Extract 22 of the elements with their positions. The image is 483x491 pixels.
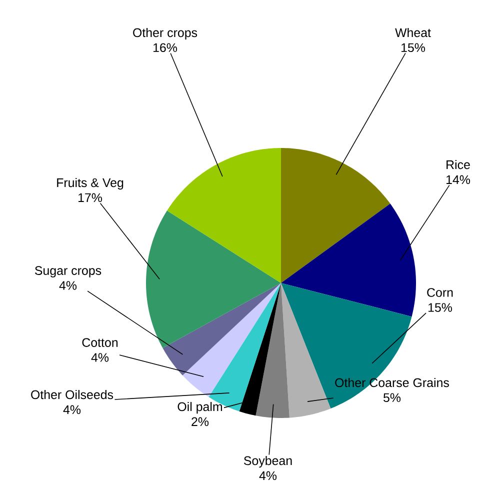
slice-label: Other Oilseeds (31, 390, 114, 400)
slice-label: Other Coarse Grains (335, 378, 449, 388)
data-label: 2% (192, 417, 209, 426)
slice-label: Rice (446, 160, 470, 170)
data-label: 4% (59, 281, 77, 290)
slice-label: Cotton (82, 338, 118, 347)
data-label: 15% (401, 43, 426, 52)
slice-label: Fruits & Veg (57, 178, 124, 190)
data-label: 5% (384, 393, 401, 402)
data-label: 17% (78, 193, 102, 202)
data-label: 4% (63, 405, 81, 414)
slice-label: Other crops (133, 28, 198, 40)
slice-label: Sugar crops (34, 266, 102, 278)
data-label: 4% (259, 471, 277, 480)
data-label: 4% (91, 353, 109, 362)
data-label: 15% (428, 303, 452, 312)
slice-label: Soybean (244, 456, 292, 468)
data-label: 16% (153, 43, 178, 52)
slice-label: Oil palm (178, 402, 222, 414)
slice-label: Corn (427, 288, 453, 297)
data-label: 14% (446, 175, 470, 184)
slice-label: Wheat (395, 28, 431, 38)
